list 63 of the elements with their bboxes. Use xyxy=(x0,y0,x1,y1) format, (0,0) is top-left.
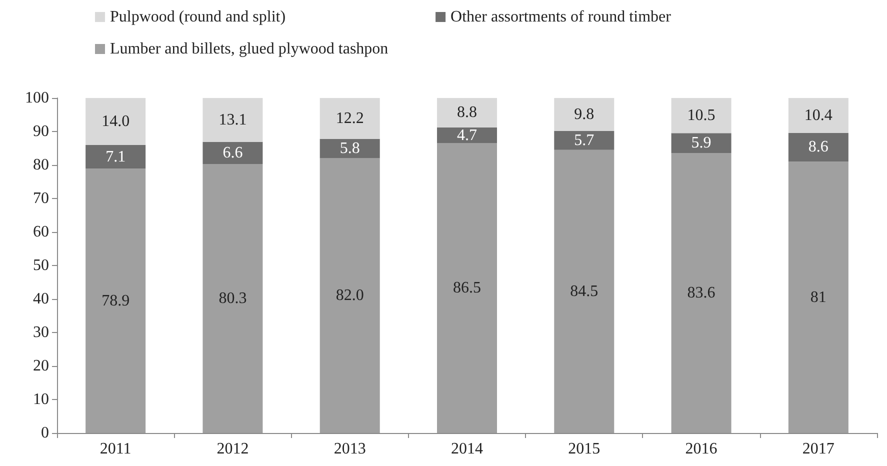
legend-label: Lumber and billets, glued plywood tashpon xyxy=(110,40,388,58)
x-tick-label: 2012 xyxy=(216,440,249,458)
data-label: 10.4 xyxy=(804,106,832,124)
x-tick-label: 2011 xyxy=(100,440,132,458)
bar xyxy=(86,168,146,433)
x-tick-label: 2015 xyxy=(568,440,600,458)
y-tick-label: 90 xyxy=(33,123,49,140)
bar xyxy=(788,132,848,162)
data-label: 84.5 xyxy=(570,282,598,300)
data-label: 86.5 xyxy=(453,280,481,297)
data-label: 9.8 xyxy=(574,106,594,123)
bar xyxy=(671,152,732,433)
data-label: 4.7 xyxy=(457,126,477,144)
bar xyxy=(437,98,497,128)
data-label: 12.2 xyxy=(336,110,364,127)
bar xyxy=(86,144,146,169)
y-tick-label: 20 xyxy=(33,358,49,374)
y-tick-label: 80 xyxy=(33,156,49,174)
y-tick-label: 50 xyxy=(33,257,49,274)
data-label: 6.6 xyxy=(222,144,243,162)
data-label: 83.6 xyxy=(687,284,716,302)
x-tick-label: 2014 xyxy=(451,440,483,458)
bar xyxy=(788,162,848,433)
bar xyxy=(202,164,263,433)
bar xyxy=(202,142,263,164)
bar xyxy=(320,138,380,158)
bar xyxy=(86,98,146,145)
y-tick-label: 30 xyxy=(33,324,49,341)
x-tick-label: 2013 xyxy=(334,440,366,458)
data-label: 8.6 xyxy=(808,138,828,156)
bar xyxy=(437,143,497,433)
data-label: 8.8 xyxy=(457,104,477,122)
bar xyxy=(554,130,614,150)
y-tick-label: 70 xyxy=(33,190,49,207)
data-label: 5.7 xyxy=(574,132,594,149)
data-label: 14.0 xyxy=(102,112,130,130)
bar xyxy=(320,98,380,139)
y-tick-label: 60 xyxy=(33,224,49,240)
y-tick-label: 100 xyxy=(25,90,49,106)
bar xyxy=(671,98,732,134)
data-label: 81 xyxy=(810,288,826,306)
data-label: 13.1 xyxy=(218,111,247,128)
data-label: 80.3 xyxy=(218,290,247,307)
data-label: 78.9 xyxy=(102,292,130,310)
y-tick-label: 40 xyxy=(33,290,49,308)
y-tick-label: 0 xyxy=(41,424,49,442)
data-label: 5.8 xyxy=(340,140,360,158)
data-label: 82.0 xyxy=(336,287,364,304)
bar xyxy=(437,127,497,144)
bar xyxy=(554,98,614,131)
bar xyxy=(202,98,263,142)
data-label: 10.5 xyxy=(687,107,716,124)
data-label: 5.9 xyxy=(691,134,712,152)
y-tick-label: 10 xyxy=(33,391,49,408)
x-tick-label: 2016 xyxy=(685,440,718,458)
bar xyxy=(554,150,614,433)
bar xyxy=(320,158,380,433)
bar xyxy=(788,98,848,133)
data-label: 7.1 xyxy=(106,148,126,166)
bar xyxy=(671,133,732,153)
x-tick-label: 2017 xyxy=(802,440,834,458)
legend-label: Other assortments of round timber xyxy=(450,8,672,26)
legend-label: Pulpwood (round and split) xyxy=(110,8,286,26)
